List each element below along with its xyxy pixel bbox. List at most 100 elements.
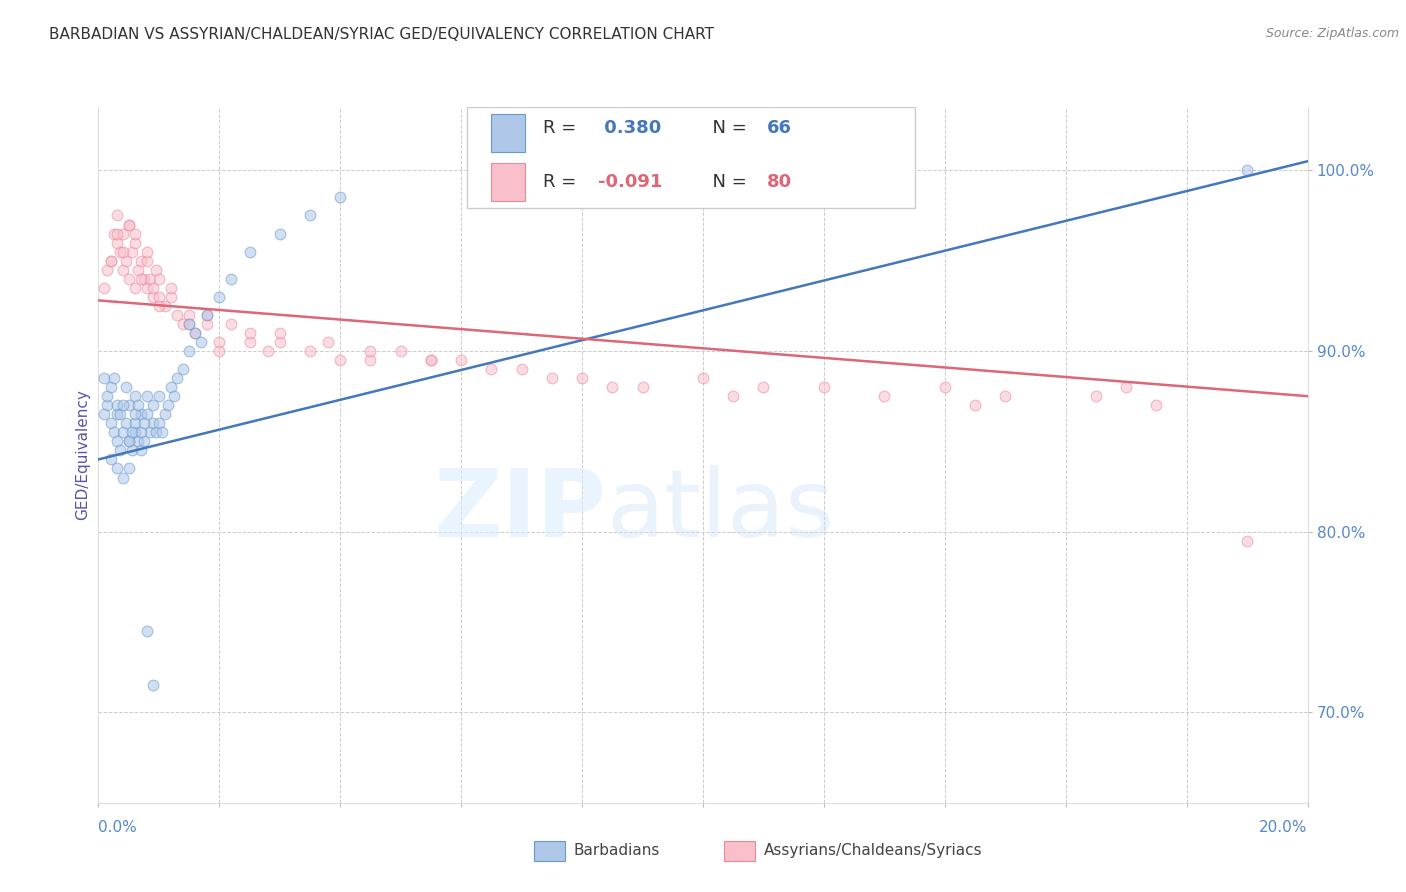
Point: [195, 317, 218, 331]
Point: [166, 308, 188, 322]
Point: [96, 262, 118, 277]
Point: [127, 398, 149, 412]
Point: [108, 407, 131, 421]
Point: [105, 407, 128, 421]
Text: 0.0%: 0.0%: [98, 821, 138, 835]
Text: 20.0%: 20.0%: [1260, 821, 1308, 835]
Point: [118, 398, 141, 412]
Point: [420, 353, 443, 368]
Point: [103, 425, 125, 440]
Point: [129, 425, 152, 440]
Point: [1236, 163, 1258, 178]
Point: [124, 235, 146, 250]
Point: [160, 380, 183, 394]
Point: [269, 326, 291, 340]
Point: [208, 290, 231, 304]
Point: [360, 353, 382, 368]
Point: [965, 398, 987, 412]
Point: [118, 434, 141, 449]
Point: [148, 271, 170, 285]
Point: [195, 308, 218, 322]
Point: [105, 235, 128, 250]
Point: [127, 434, 149, 449]
FancyBboxPatch shape: [467, 107, 915, 208]
Point: [111, 262, 134, 277]
Point: [100, 380, 122, 394]
Text: 66: 66: [768, 119, 792, 136]
Text: ZIP: ZIP: [433, 465, 606, 557]
Point: [145, 425, 167, 440]
Point: [179, 317, 201, 331]
Point: [105, 461, 128, 475]
Point: [118, 218, 141, 232]
Point: [221, 271, 243, 285]
Point: [179, 317, 201, 331]
Y-axis label: GED/Equivalency: GED/Equivalency: [75, 390, 90, 520]
Point: [184, 326, 207, 340]
Point: [124, 281, 146, 295]
Point: [1115, 380, 1137, 394]
Point: [127, 262, 149, 277]
Point: [150, 425, 173, 440]
Point: [121, 443, 143, 458]
Point: [179, 344, 201, 359]
Point: [135, 389, 157, 403]
Point: [121, 244, 143, 259]
Point: [111, 398, 134, 412]
Point: [160, 290, 183, 304]
Point: [239, 334, 262, 349]
Point: [166, 371, 188, 385]
Point: [153, 407, 176, 421]
Point: [239, 326, 262, 340]
Point: [221, 317, 243, 331]
Point: [540, 371, 562, 385]
Point: [142, 417, 165, 431]
Point: [135, 281, 157, 295]
Point: [1144, 398, 1167, 412]
Point: [96, 398, 118, 412]
FancyBboxPatch shape: [492, 162, 526, 201]
Point: [195, 308, 218, 322]
Point: [105, 434, 128, 449]
Point: [96, 389, 118, 403]
Point: [389, 344, 412, 359]
Point: [124, 227, 146, 241]
Point: [813, 380, 835, 394]
Point: [142, 290, 165, 304]
Text: -0.091: -0.091: [598, 173, 662, 191]
Point: [316, 334, 339, 349]
Point: [692, 371, 714, 385]
Text: atlas: atlas: [606, 465, 835, 557]
Point: [135, 624, 157, 639]
Text: R =: R =: [543, 173, 582, 191]
Point: [111, 227, 134, 241]
Point: [156, 398, 179, 412]
Point: [135, 244, 157, 259]
Point: [172, 317, 194, 331]
Point: [132, 434, 155, 449]
Point: [752, 380, 775, 394]
Point: [129, 443, 152, 458]
Point: [139, 271, 162, 285]
Point: [163, 389, 186, 403]
Point: [934, 380, 956, 394]
Point: [184, 326, 207, 340]
Text: R =: R =: [543, 119, 582, 136]
Point: [481, 362, 503, 376]
Point: [108, 443, 131, 458]
Point: [142, 678, 165, 692]
Point: [256, 344, 278, 359]
Point: [100, 253, 122, 268]
Point: [124, 417, 146, 431]
Point: [190, 334, 212, 349]
Point: [994, 389, 1017, 403]
Text: 80: 80: [768, 173, 792, 191]
Point: [269, 227, 291, 241]
Point: [450, 353, 472, 368]
Point: [208, 344, 231, 359]
Point: [139, 425, 162, 440]
Point: [135, 253, 157, 268]
Point: [105, 227, 128, 241]
Point: [723, 389, 745, 403]
Point: [1236, 533, 1258, 548]
